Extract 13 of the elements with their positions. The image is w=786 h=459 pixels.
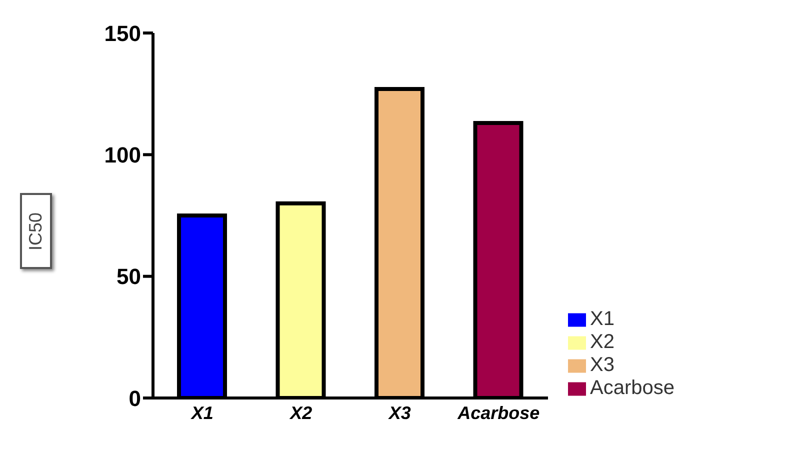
x-tick-label: Acarbose [456, 402, 540, 423]
x-tick-label: X2 [289, 402, 312, 423]
y-tick-label: 50 [116, 264, 141, 290]
y-axis-title: IC50 [26, 212, 46, 250]
x-tick-label: X3 [388, 402, 411, 423]
legend-label: Acarbose [590, 377, 674, 399]
legend-label: X1 [590, 308, 614, 330]
y-tick-label: 0 [128, 386, 141, 411]
y-tick-label: 100 [104, 142, 141, 168]
y-tick-label: 150 [104, 20, 141, 46]
x-tick-label: X1 [190, 402, 214, 423]
legend-label: X3 [590, 354, 614, 376]
legend-label: X2 [590, 331, 614, 353]
